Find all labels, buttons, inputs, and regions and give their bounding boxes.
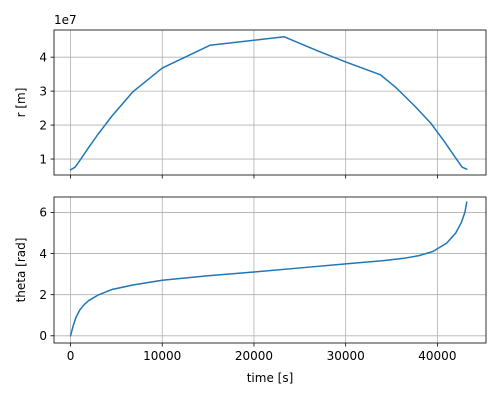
y-tick-label: 4 xyxy=(39,247,47,261)
y-axis-label: r [m] xyxy=(14,88,28,118)
y-tick-label: 2 xyxy=(39,118,47,132)
x-tick-label: 40000 xyxy=(418,349,456,363)
y-tick-label: 4 xyxy=(39,50,47,64)
axes-frame xyxy=(53,29,487,176)
y-tick-label: 1 xyxy=(39,152,47,166)
theta-subplot: 0 10000 20000 30000 40000 0 2 4 6 theta [rad] time… xyxy=(14,196,487,385)
series-line xyxy=(69,201,468,337)
y-tick-label: 6 xyxy=(39,206,47,220)
series-line xyxy=(69,36,468,171)
x-tick-label: 30000 xyxy=(327,349,365,363)
radius-subplot: 1 2 3 4 1e7 r [m] xyxy=(14,13,487,179)
y-axis-label: theta [rad] xyxy=(14,238,28,303)
x-axis-label: time [s] xyxy=(247,371,294,385)
y-tick-label: 2 xyxy=(39,288,47,302)
y-offset-label: 1e7 xyxy=(54,13,77,27)
x-tick-label: 0 xyxy=(67,349,75,363)
y-tick-label: 3 xyxy=(39,84,47,98)
x-tick-label: 10000 xyxy=(143,349,181,363)
x-tick-label: 20000 xyxy=(235,349,273,363)
y-tick-label: 0 xyxy=(39,329,47,343)
axes-frame xyxy=(53,196,487,344)
